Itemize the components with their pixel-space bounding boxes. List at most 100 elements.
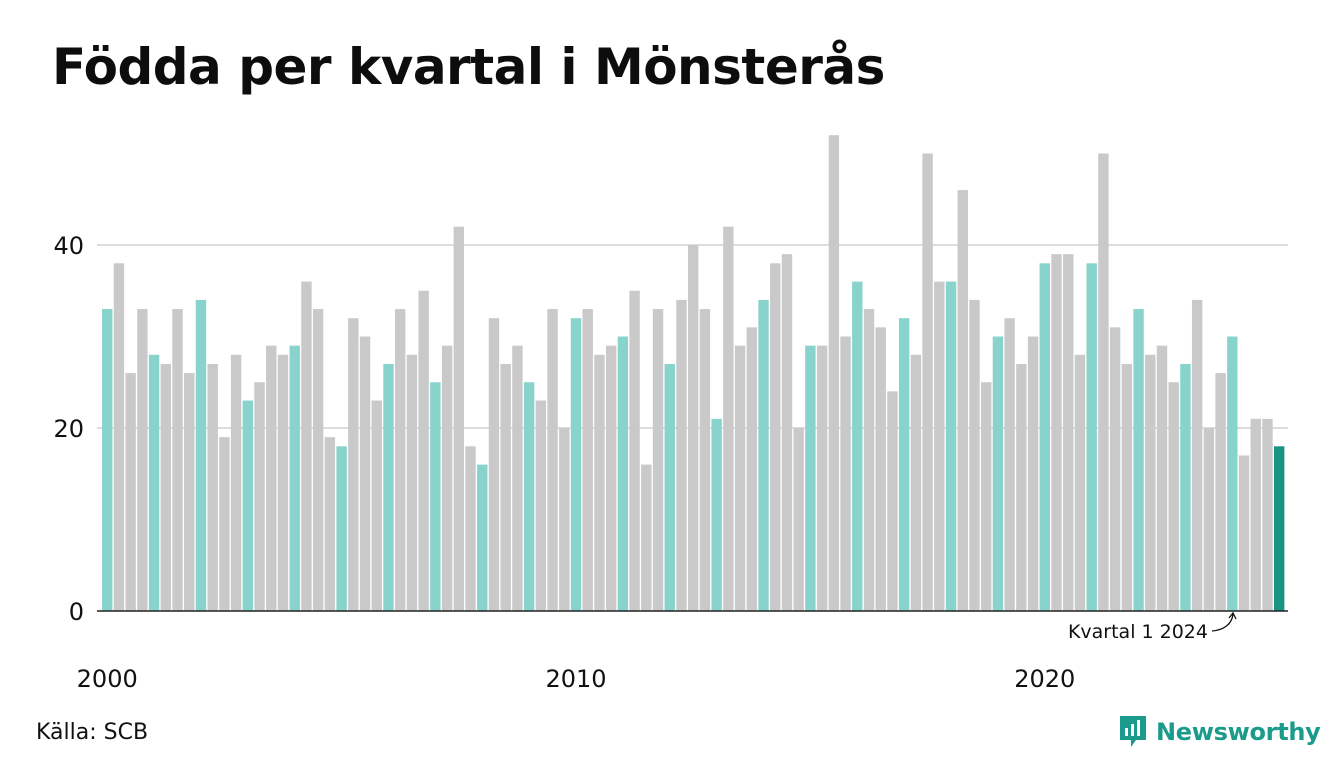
bar (277, 354, 289, 611)
bar (816, 345, 828, 611)
bar (910, 354, 922, 611)
bar (1180, 363, 1191, 611)
bar (512, 345, 523, 611)
bar (676, 299, 687, 611)
x-tick-label: 2000 (77, 665, 138, 693)
bar (770, 263, 781, 611)
bar (1203, 428, 1215, 611)
bar (840, 336, 851, 611)
bar (242, 400, 254, 611)
bar (371, 400, 382, 611)
bar (992, 336, 1004, 611)
bar (1121, 363, 1133, 611)
bar (1063, 254, 1074, 611)
bar (160, 363, 171, 611)
latest-annotation: Kvartal 1 2024 (1068, 611, 1237, 643)
bar (1215, 373, 1226, 611)
bar (207, 363, 218, 611)
bar (1027, 336, 1039, 611)
bar (102, 309, 113, 611)
bar (1250, 418, 1261, 611)
bar (500, 363, 511, 611)
bar (148, 354, 160, 611)
x-tick-label: 2020 (1014, 665, 1075, 693)
bar (172, 309, 183, 611)
bar (1074, 354, 1086, 611)
chart-title: Födda per kvartal i Mönsterås (52, 38, 885, 96)
bar (945, 281, 957, 611)
bar (254, 382, 265, 611)
bar (969, 299, 980, 611)
bar (922, 153, 933, 611)
source-label: Källa: SCB (36, 720, 149, 745)
bar (1227, 336, 1238, 611)
bar (336, 446, 347, 611)
bar (348, 318, 359, 611)
bar (301, 281, 312, 611)
bar (582, 309, 593, 611)
bar (406, 354, 418, 611)
bar (688, 245, 699, 611)
x-tick-label: 2010 (545, 665, 606, 693)
bar (605, 345, 617, 611)
bar (746, 327, 757, 611)
bar (312, 309, 324, 611)
bar (594, 354, 605, 611)
bar (805, 345, 816, 611)
bar (195, 299, 207, 611)
bar (875, 327, 886, 611)
bar (934, 281, 945, 611)
bar (828, 135, 840, 611)
bar (1098, 153, 1109, 611)
bar (465, 446, 476, 611)
y-tick-label: 20 (53, 415, 84, 443)
bar (418, 290, 429, 611)
bar (266, 345, 277, 611)
bar (125, 373, 136, 611)
bar (957, 190, 968, 611)
bar (664, 363, 675, 611)
bar (734, 345, 746, 611)
y-tick-label: 40 (53, 232, 84, 260)
y-axis-labels: 0 20 40 (53, 232, 84, 626)
bar (1156, 345, 1168, 611)
bar (535, 400, 547, 611)
bar (1262, 418, 1273, 611)
bar (1274, 446, 1285, 611)
bar (1168, 382, 1179, 611)
bar (383, 363, 394, 611)
bar (629, 290, 640, 611)
bar (137, 309, 148, 611)
x-axis-labels: 2000 2010 2020 (77, 665, 1076, 693)
bar (477, 464, 488, 611)
bar (289, 345, 300, 611)
annotation-label: Kvartal 1 2024 (1068, 621, 1208, 643)
bar (1016, 363, 1027, 611)
bar (570, 318, 582, 611)
bar (699, 309, 711, 611)
bar (359, 336, 371, 611)
bar (1238, 455, 1250, 611)
bar (723, 226, 734, 611)
bar (324, 437, 336, 611)
bar (1039, 263, 1050, 611)
bar (488, 318, 500, 611)
y-tick-label: 0 (69, 598, 84, 626)
bar (781, 254, 793, 611)
newsworthy-logo: Newsworthy (1118, 714, 1321, 750)
bar (1004, 318, 1015, 611)
bar (430, 382, 441, 611)
annotation-arrow (1211, 611, 1237, 632)
bar (1086, 263, 1097, 611)
bar (1051, 254, 1062, 611)
bar (652, 309, 664, 611)
bar (230, 354, 242, 611)
bar (1191, 299, 1203, 611)
newsworthy-logo-icon (1120, 716, 1146, 747)
bars (102, 135, 1285, 611)
bar (852, 281, 863, 611)
bar (441, 345, 453, 611)
bar (758, 299, 769, 611)
bar (1145, 354, 1156, 611)
